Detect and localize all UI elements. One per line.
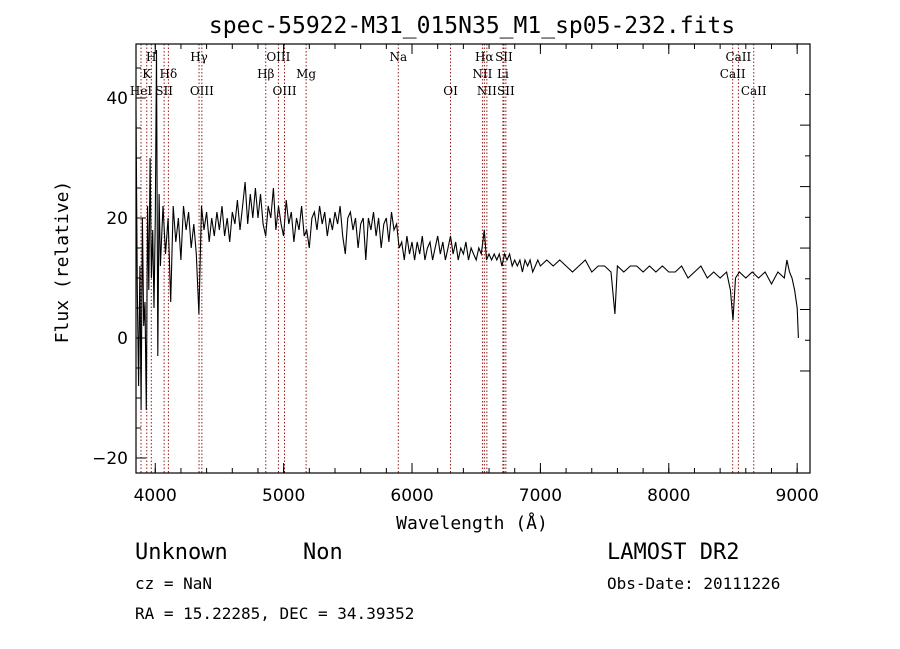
spectral-line-label: OIII	[190, 84, 214, 98]
spectral-line-label: CaII	[741, 84, 767, 98]
x-tick-label: 4000	[134, 486, 177, 506]
y-tick-label: −20	[92, 449, 128, 469]
spectral-line-label: H	[146, 50, 156, 64]
plot-frame	[135, 43, 811, 474]
x-axis-ticks: 4000 5000 6000 7000 8000 9000	[134, 44, 819, 506]
survey-name: LAMOST DR2	[607, 540, 739, 565]
x-tick-label: 7000	[519, 486, 562, 506]
spectral-line-label: SII	[495, 50, 513, 64]
coordinates: RA = 15.22285, DEC = 34.39352	[135, 604, 414, 623]
y-axis-ticks: −20 0 20 40	[92, 67, 146, 469]
spectral-lines-layer	[140, 44, 755, 473]
redshift-cz: cz = NaN	[135, 574, 212, 593]
x-axis-label: Wavelength (Å)	[396, 512, 548, 534]
spectral-line-label: Hγ	[190, 50, 208, 64]
spectral-line-label: Hδ	[160, 67, 178, 81]
x-tick-label: 8000	[647, 486, 690, 506]
spectral-line-label: Li	[497, 67, 509, 81]
chart-title: spec-55922-M31_015N35_M1_sp05-232.fits	[209, 13, 735, 39]
right-axis-ticks	[800, 93, 810, 372]
spectral-line-label: K	[142, 67, 152, 81]
spectral-line-label: CaII	[725, 50, 751, 64]
spectral-line-label: Mg	[296, 67, 316, 81]
spectral-line-label: SII	[497, 84, 515, 98]
flux-series-line	[135, 49, 799, 411]
y-axis-label: Flux (relative)	[52, 181, 73, 344]
spectral-line-label: SII	[155, 84, 173, 98]
spectral-line-label: NII	[472, 67, 492, 81]
spectral-line-label: OIII	[273, 84, 297, 98]
spectral-line-label: HeI	[130, 84, 153, 98]
x-tick-label: 6000	[390, 486, 433, 506]
object-subclass: Non	[303, 540, 343, 565]
spectral-line-label: OI	[443, 84, 458, 98]
x-tick-label: 5000	[262, 486, 305, 506]
x-tick-label: 9000	[776, 486, 819, 506]
observation-date: Obs-Date: 20111226	[607, 574, 780, 593]
spectral-line-label: Na	[389, 50, 407, 64]
spectral-line-label: CaII	[720, 67, 746, 81]
spectral-line-label: Hα	[475, 50, 494, 64]
y-tick-label: 0	[117, 329, 128, 349]
y-tick-label: 40	[106, 89, 128, 109]
spectral-line-label: OIII	[266, 50, 290, 64]
spectral-line-label: NII	[477, 84, 497, 98]
object-class: Unknown	[135, 540, 228, 565]
y-tick-label: 20	[106, 209, 128, 229]
spectral-line-label: Hβ	[257, 67, 274, 81]
